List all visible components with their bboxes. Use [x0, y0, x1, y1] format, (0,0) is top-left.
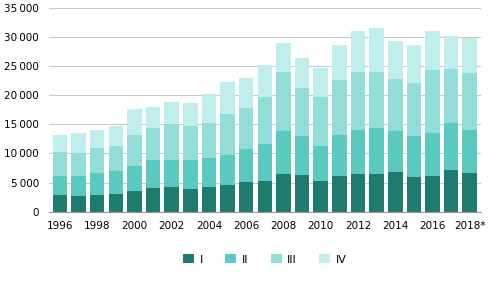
Bar [258, 181, 272, 212]
Bar [276, 174, 291, 212]
Bar [425, 70, 440, 133]
Bar [71, 196, 86, 212]
Bar [388, 131, 403, 172]
Bar [369, 72, 384, 128]
Bar [258, 97, 272, 144]
Bar [444, 123, 459, 170]
Bar [276, 72, 291, 131]
Bar [164, 160, 179, 187]
Bar [295, 88, 309, 136]
Bar [183, 126, 197, 160]
Bar [444, 170, 459, 212]
Bar [407, 82, 421, 136]
Bar [90, 195, 105, 212]
Bar [183, 104, 197, 126]
Bar [53, 135, 67, 152]
Bar [369, 174, 384, 212]
Bar [276, 131, 291, 174]
Bar [127, 109, 142, 135]
Bar [313, 182, 328, 212]
Bar [369, 128, 384, 174]
Bar [220, 155, 235, 185]
Bar [90, 173, 105, 195]
Bar [369, 28, 384, 72]
Bar [313, 68, 328, 97]
Bar [71, 133, 86, 153]
Bar [351, 31, 365, 72]
Bar [463, 173, 477, 212]
Bar [276, 43, 291, 72]
Bar [332, 45, 347, 80]
Bar [295, 175, 309, 212]
Bar [164, 102, 179, 124]
Bar [351, 130, 365, 174]
Bar [332, 80, 347, 135]
Bar [239, 149, 253, 182]
Bar [146, 128, 161, 160]
Bar [164, 187, 179, 212]
Bar [202, 94, 216, 123]
Bar [425, 176, 440, 212]
Bar [164, 124, 179, 160]
Bar [109, 172, 123, 194]
Bar [183, 160, 197, 189]
Bar [332, 175, 347, 212]
Legend: I, II, III, IV: I, II, III, IV [179, 250, 351, 269]
Bar [53, 195, 67, 212]
Bar [463, 73, 477, 130]
Bar [351, 174, 365, 212]
Bar [388, 79, 403, 131]
Bar [444, 69, 459, 123]
Bar [407, 177, 421, 212]
Bar [202, 158, 216, 187]
Bar [220, 82, 235, 114]
Bar [258, 144, 272, 181]
Bar [220, 185, 235, 212]
Bar [202, 123, 216, 158]
Bar [146, 107, 161, 128]
Bar [109, 194, 123, 212]
Bar [90, 130, 105, 148]
Bar [127, 191, 142, 212]
Bar [239, 182, 253, 212]
Bar [463, 38, 477, 73]
Bar [295, 58, 309, 88]
Bar [444, 36, 459, 69]
Bar [425, 31, 440, 70]
Bar [220, 114, 235, 155]
Bar [425, 133, 440, 176]
Bar [71, 153, 86, 175]
Bar [202, 187, 216, 212]
Bar [313, 146, 328, 182]
Bar [351, 72, 365, 130]
Bar [239, 108, 253, 149]
Bar [109, 146, 123, 172]
Bar [388, 172, 403, 212]
Bar [332, 135, 347, 175]
Bar [53, 152, 67, 176]
Bar [53, 176, 67, 195]
Bar [258, 65, 272, 97]
Bar [146, 160, 161, 188]
Bar [407, 45, 421, 82]
Bar [146, 188, 161, 212]
Bar [239, 79, 253, 108]
Bar [407, 136, 421, 177]
Bar [90, 148, 105, 173]
Bar [388, 41, 403, 79]
Bar [127, 135, 142, 166]
Bar [109, 126, 123, 146]
Bar [127, 166, 142, 191]
Bar [313, 97, 328, 146]
Bar [183, 189, 197, 212]
Bar [295, 136, 309, 175]
Bar [71, 175, 86, 196]
Bar [463, 130, 477, 173]
